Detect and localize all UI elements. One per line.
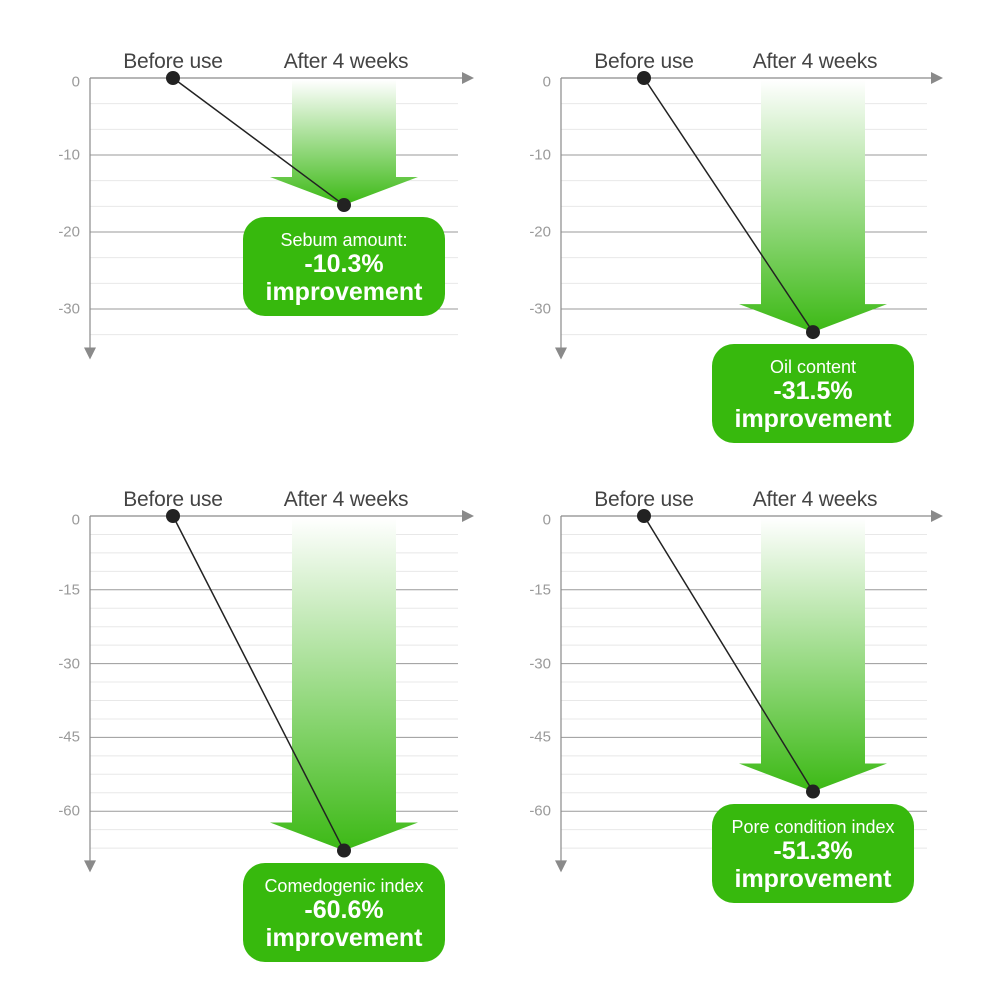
chart-panel-sebum: Before use After 4 weeks Sebum amount: -…: [40, 14, 510, 474]
decrease-arrow: [270, 518, 418, 851]
decrease-arrow: [739, 80, 887, 333]
data-point: [337, 843, 351, 858]
y-tick-label: -15: [58, 581, 80, 599]
y-tick-label: -20: [58, 223, 80, 241]
callout-percent: -51.3%: [773, 836, 853, 865]
x-category-label: Before use: [594, 488, 694, 511]
data-point: [637, 71, 651, 85]
callout-improvement: improvement: [265, 923, 423, 952]
improvement-callout: Sebum amount: -10.3% improvement: [243, 217, 445, 317]
series-line: [643, 77, 814, 333]
y-tick-label: -30: [529, 300, 551, 318]
x-category-label: After 4 weeks: [283, 488, 409, 511]
series-line: [172, 515, 345, 851]
data-point: [166, 71, 180, 85]
chart-panel-oil: Before use After 4 weeks Oil content -31…: [511, 14, 981, 474]
y-tick-label: -10: [58, 146, 80, 164]
y-tick-label: -30: [58, 655, 80, 673]
callout-improvement: improvement: [265, 278, 423, 307]
x-category-label: After 4 weeks: [752, 50, 878, 73]
decrease-arrow: [270, 80, 418, 206]
improvement-callout: Oil content -31.5% improvement: [712, 344, 914, 444]
chart-canvas: [555, 509, 943, 873]
callout-metric: Oil content: [769, 357, 857, 378]
data-point: [166, 509, 180, 523]
chart-panel-pore: Before use After 4 weeks Pore condition …: [511, 452, 981, 912]
x-category-label: After 4 weeks: [283, 50, 409, 73]
y-tick-label: -20: [529, 223, 551, 241]
data-point: [337, 198, 351, 213]
data-point: [806, 784, 820, 799]
chart-canvas: [555, 71, 943, 360]
x-axis-arrowhead: [931, 72, 943, 84]
y-tick-label: 0: [542, 511, 551, 529]
y-axis-arrowhead: [84, 347, 96, 360]
chart-canvas: [84, 509, 474, 873]
y-tick-label: -10: [529, 146, 551, 164]
x-axis-arrowhead: [462, 510, 474, 522]
x-axis-arrowhead: [462, 72, 474, 84]
y-tick-label: 0: [71, 511, 80, 529]
y-tick-label: -60: [58, 802, 80, 820]
series-line: [172, 77, 345, 206]
y-tick-label: -30: [58, 300, 80, 318]
data-point: [806, 325, 820, 340]
series-line: [643, 515, 814, 792]
callout-metric: Sebum amount:: [280, 230, 408, 251]
x-category-label: Before use: [123, 50, 223, 73]
data-point: [637, 509, 651, 523]
callout-percent: -60.6%: [304, 895, 384, 924]
callout-percent: -10.3%: [304, 250, 384, 279]
callout-percent: -31.5%: [773, 377, 853, 406]
callout-metric: Pore condition index: [731, 816, 895, 837]
y-tick-label: 0: [71, 73, 80, 91]
improvement-callout: Pore condition index -51.3% improvement: [712, 803, 914, 903]
y-tick-label: -30: [529, 655, 551, 673]
improvement-callout: Comedogenic index -60.6% improvement: [243, 862, 445, 962]
y-tick-label: -45: [529, 728, 551, 746]
callout-improvement: improvement: [734, 864, 892, 893]
y-tick-label: -15: [529, 581, 551, 599]
y-tick-label: -60: [529, 802, 551, 820]
callout-improvement: improvement: [734, 405, 892, 434]
y-tick-label: 0: [542, 73, 551, 91]
y-axis-arrowhead: [555, 860, 567, 873]
chart-canvas: [84, 71, 474, 360]
x-category-label: Before use: [594, 50, 694, 73]
x-axis-arrowhead: [931, 510, 943, 522]
y-axis-arrowhead: [84, 860, 96, 873]
decrease-arrow: [739, 518, 887, 792]
x-category-label: Before use: [123, 488, 223, 511]
x-category-label: After 4 weeks: [752, 488, 878, 511]
y-axis-arrowhead: [555, 347, 567, 360]
chart-panel-comedogenic: Before use After 4 weeks Comedogenic ind…: [40, 452, 510, 962]
callout-metric: Comedogenic index: [264, 875, 424, 896]
y-tick-label: -45: [58, 728, 80, 746]
